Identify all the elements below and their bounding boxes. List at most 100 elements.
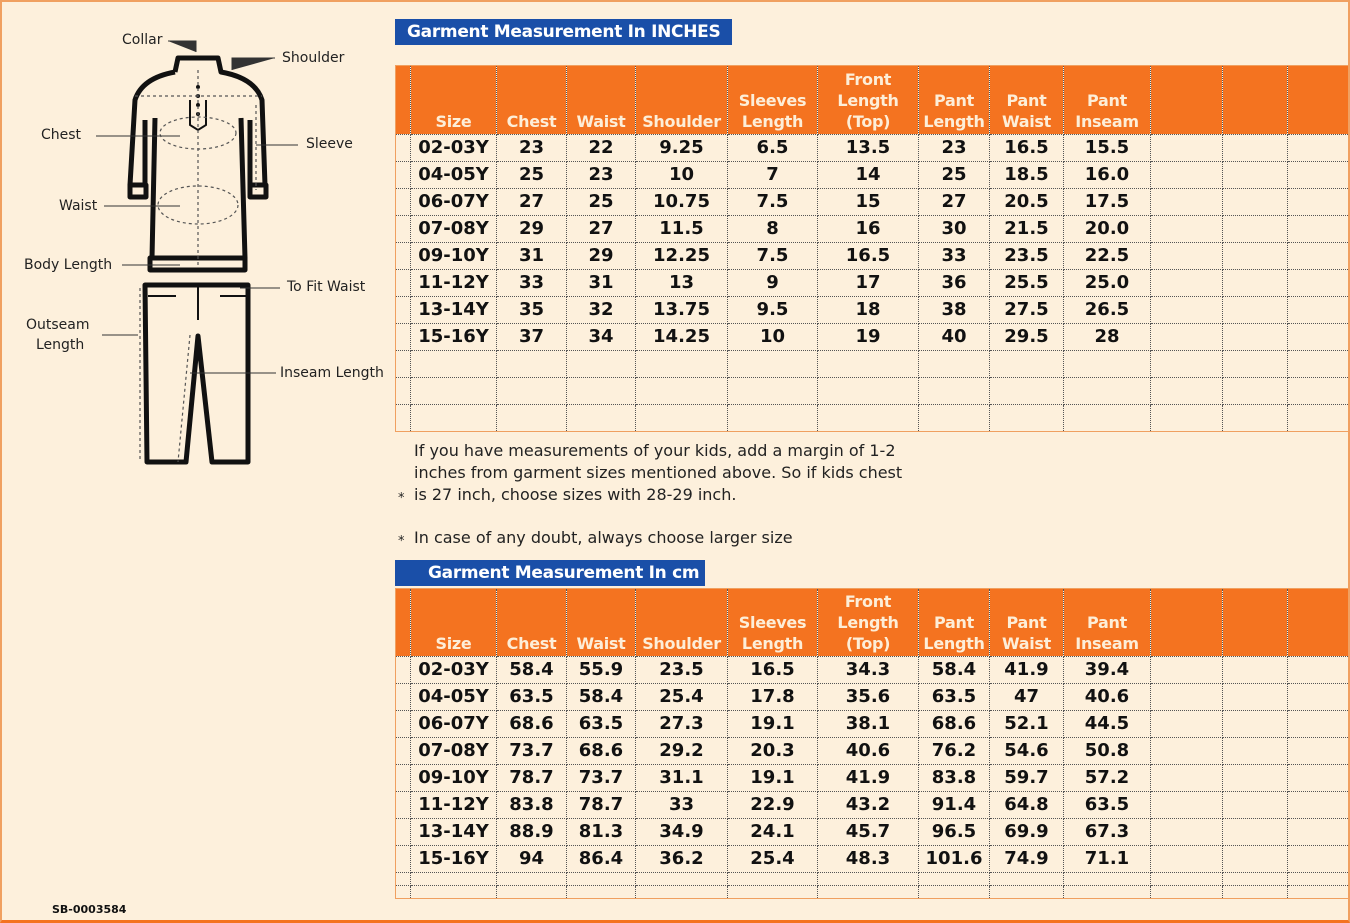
- size-cell: 06-07Y: [410, 710, 497, 738]
- size-cell: 07-08Y: [410, 215, 497, 243]
- empty-cell: [1150, 885, 1223, 899]
- header-line: [728, 69, 817, 90]
- value-cell: 29.2: [635, 737, 728, 765]
- header-line: [1151, 111, 1222, 132]
- value-cell: 13: [635, 269, 728, 297]
- value-cell: 34: [566, 323, 636, 351]
- value-cell: 58.4: [496, 656, 567, 684]
- value-cell: 59.7: [989, 764, 1064, 792]
- cm-table-title: Garment Measurement In cm: [395, 560, 705, 586]
- header-line: [1151, 633, 1222, 654]
- value-cell: 19.1: [727, 710, 818, 738]
- table-row: 07-08Y 29 27 11.5 8 16 30 21.5 20.0: [395, 215, 1349, 243]
- empty-cell: [1222, 350, 1288, 378]
- size-cell: 07-08Y: [410, 737, 497, 765]
- header-line: [1223, 90, 1287, 111]
- header-line: Front: [844, 592, 892, 611]
- header-line: [728, 591, 817, 612]
- empty-cell: [566, 885, 636, 899]
- header-line: [396, 591, 410, 612]
- value-cell: 81.3: [566, 818, 636, 846]
- empty-cell: [395, 764, 411, 792]
- header-line: Pant: [1006, 91, 1047, 110]
- cm-size-table: Size Chest Waist Shoulder Sleeves Length F…: [395, 588, 1349, 899]
- header-line: Pant: [1087, 613, 1127, 632]
- empty-cell: [566, 377, 636, 405]
- empty-cell: [410, 404, 497, 432]
- table-row: 13-14Y 88.9 81.3 34.9 24.1 45.7 96.5 69.9 67.3: [395, 818, 1349, 846]
- empty-cell: [1287, 656, 1349, 684]
- empty-cell: [1287, 161, 1349, 189]
- header-line: [497, 69, 566, 90]
- empty-cell: [395, 188, 411, 216]
- header-line: [411, 612, 496, 633]
- value-cell: 68.6: [566, 737, 636, 765]
- value-cell: 17.5: [1063, 188, 1151, 216]
- header-line: Waist: [1001, 634, 1052, 653]
- header-line: Pant: [934, 91, 974, 110]
- empty-row: [395, 404, 1349, 432]
- value-cell: 76.2: [918, 737, 990, 765]
- value-cell: 25.5: [989, 269, 1064, 297]
- column-header: Waist: [566, 65, 636, 135]
- table-row: 06-07Y 68.6 63.5 27.3 19.1 38.1 68.6 52.1 44.5: [395, 710, 1349, 738]
- value-cell: 57.2: [1063, 764, 1151, 792]
- value-cell: 11.5: [635, 215, 728, 243]
- note-line: If you have measurements of your kids, a…: [414, 441, 896, 460]
- value-cell: 48.3: [817, 845, 919, 873]
- size-cell: 09-10Y: [410, 764, 497, 792]
- value-cell: 23.5: [989, 242, 1064, 270]
- column-header: [1222, 65, 1288, 135]
- column-header: Pant Inseam: [1063, 65, 1151, 135]
- value-cell: 54.6: [989, 737, 1064, 765]
- table-row: 11-12Y 83.8 78.7 33 22.9 43.2 91.4 64.8 63.5: [395, 791, 1349, 819]
- value-cell: 37: [496, 323, 567, 351]
- empty-cell: [1222, 188, 1288, 216]
- empty-cell: [496, 350, 567, 378]
- empty-cell: [1222, 323, 1288, 351]
- empty-cell: [1063, 885, 1151, 899]
- header-line: [567, 69, 635, 90]
- value-cell: 22.9: [727, 791, 818, 819]
- empty-cell: [1150, 404, 1223, 432]
- empty-cell: [727, 377, 818, 405]
- value-cell: 16.5: [989, 134, 1064, 162]
- empty-cell: [817, 377, 919, 405]
- empty-cell: [989, 350, 1064, 378]
- size-notes: * If you have measurements of your kids,…: [398, 440, 902, 549]
- empty-cell: [1287, 377, 1349, 405]
- header-line: Waist: [576, 112, 626, 131]
- value-cell: 41.9: [817, 764, 919, 792]
- column-header: Size: [410, 65, 497, 135]
- header-line: Waist: [1001, 112, 1052, 131]
- size-cell: 09-10Y: [410, 242, 497, 270]
- size-cell: 06-07Y: [410, 188, 497, 216]
- table-row: 09-10Y 31 29 12.25 7.5 16.5 33 23.5 22.5: [395, 242, 1349, 270]
- empty-cell: [1287, 323, 1349, 351]
- value-cell: 24.1: [727, 818, 818, 846]
- value-cell: 19.1: [727, 764, 818, 792]
- value-cell: 58.4: [918, 656, 990, 684]
- value-cell: 96.5: [918, 818, 990, 846]
- value-cell: 63.5: [1063, 791, 1151, 819]
- empty-cell: [1222, 404, 1288, 432]
- header-line: Sleeves: [738, 613, 807, 632]
- empty-cell: [1150, 737, 1223, 765]
- empty-cell: [1222, 269, 1288, 297]
- empty-cell: [918, 350, 990, 378]
- empty-cell: [1150, 764, 1223, 792]
- header-line: [636, 69, 727, 90]
- empty-cell: [566, 350, 636, 378]
- empty-cell: [989, 377, 1064, 405]
- value-cell: 25.0: [1063, 269, 1151, 297]
- header-line: [1223, 591, 1287, 612]
- value-cell: 40.6: [1063, 683, 1151, 711]
- empty-cell: [395, 656, 411, 684]
- empty-cell: [1222, 656, 1288, 684]
- empty-cell: [1150, 872, 1223, 886]
- value-cell: 47: [989, 683, 1064, 711]
- empty-cell: [989, 404, 1064, 432]
- empty-cell: [918, 872, 990, 886]
- header-line: [1064, 591, 1150, 612]
- kurta-pajama-diagram: [96, 40, 298, 465]
